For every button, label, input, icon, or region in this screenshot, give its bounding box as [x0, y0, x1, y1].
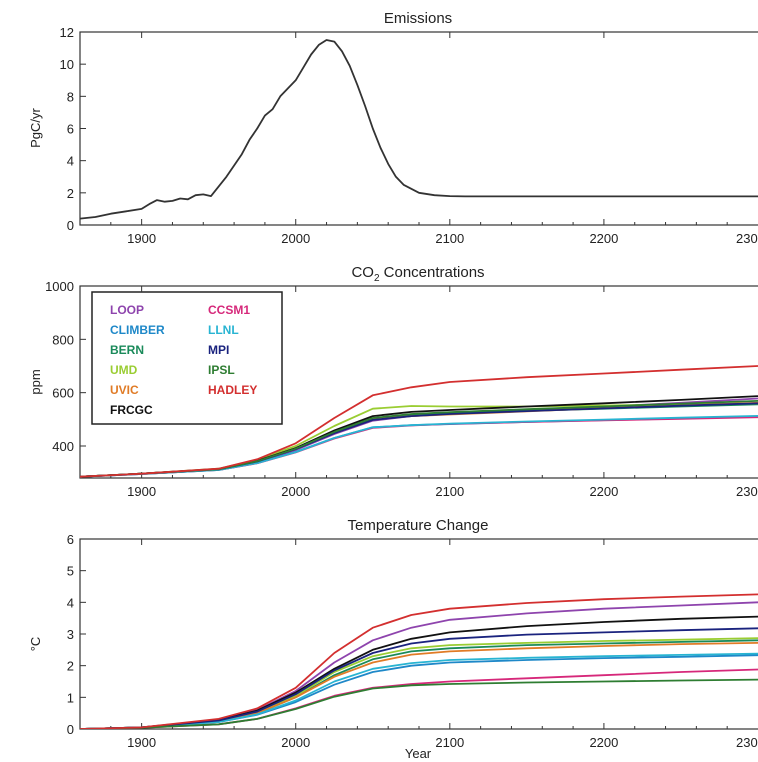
emissions-y-tick-label: 6: [67, 122, 74, 137]
co2-x-tick-label: 1900: [127, 484, 156, 499]
temperature-series-line-ccsm1: [80, 668, 758, 729]
legend-entry-frcgc: FRCGC: [110, 403, 153, 417]
legend-entry-uvic: UVIC: [110, 383, 139, 397]
co2-legend-box: [91, 291, 283, 425]
co2-y-tick-label: 600: [52, 386, 74, 401]
temperature-x-tick-label: 2200: [589, 735, 618, 750]
co2-x-tick-label: 2100: [435, 484, 464, 499]
temperature-x-tick-label: 2100: [435, 735, 464, 750]
emissions-y-tick-label: 12: [60, 25, 74, 40]
emissions-x-tick-label: 2100: [435, 231, 464, 246]
temperature-y-tick-label: 1: [67, 690, 74, 705]
temperature-y-tick-label: 4: [67, 595, 74, 610]
co2-y-tick-label: 800: [52, 332, 74, 347]
x-axis-label-year: Year: [405, 746, 432, 761]
legend-entry-bern: BERN: [110, 343, 144, 357]
co2-series-line-ccsm1: [80, 416, 758, 478]
temperature-series-line-ipsl: [80, 678, 758, 729]
temperature-panel: Temperature Change °C Year 1900 2000 2100 2…: [28, 517, 758, 761]
temperature-x-tick-label: 1900: [127, 735, 156, 750]
emissions-y-tick-label: 4: [67, 154, 74, 169]
co2-title-rest: Concentrations: [380, 264, 485, 281]
temperature-title: Temperature Change: [348, 517, 489, 534]
co2-legend: LOOP CLIMBER BERN UMD UVIC FRCGC CCSM1 LLNL MPI I…: [110, 303, 257, 417]
temperature-x-tick-label: 2000: [281, 735, 310, 750]
temperature-series-line-hadley: [80, 593, 758, 729]
temperature-y-tick-label: 5: [67, 564, 74, 579]
co2-x-tick-label: 2200: [589, 484, 618, 499]
emissions-x-tick-label: 1900: [127, 231, 156, 246]
legend-entry-ccsm1: CCSM1: [208, 303, 250, 317]
legend-entry-ipsl: IPSL: [208, 363, 235, 377]
co2-panel: CO2 Concentrations ppm LOOP CLIMBER BERN UM…: [28, 264, 758, 499]
emissions-x-tick-label: 2200: [589, 231, 618, 246]
legend-entry-hadley: HADLEY: [208, 383, 257, 397]
emissions-y-tick-label: 2: [67, 186, 74, 201]
emissions-y-tick-label: 8: [67, 89, 74, 104]
legend-entry-loop: LOOP: [110, 303, 144, 317]
temperature-y-tick-label: 0: [67, 722, 74, 737]
temperature-plot-frame: [79, 538, 758, 730]
legend-entry-umd: UMD: [110, 363, 138, 377]
co2-title-subscript: 2: [374, 273, 380, 284]
co2-plot-frame: [79, 285, 758, 479]
temperature-series-line-mpi: [80, 627, 758, 729]
legend-entry-climber: CLIMBER: [110, 323, 165, 337]
co2-series-line-llnl: [80, 415, 758, 478]
emissions-y-tick-label: 10: [60, 57, 74, 72]
co2-y-axis-label: ppm: [28, 369, 43, 394]
temperature-series-line-climber: [80, 654, 758, 729]
co2-x-tick-label: 2000: [281, 484, 310, 499]
co2-y-tick-label: 400: [52, 439, 74, 454]
temperature-y-axis-label: °C: [28, 637, 43, 652]
legend-entry-llnl: LLNL: [208, 323, 239, 337]
co2-y-tick-label: 1000: [45, 279, 74, 294]
co2-series-line-hadley: [80, 365, 758, 478]
temperature-y-tick-label: 3: [67, 627, 74, 642]
co2-title: CO2 Concentrations: [351, 264, 484, 284]
temperature-y-tick-label: 2: [67, 659, 74, 674]
co2-title-main: CO: [351, 264, 374, 281]
temperature-series-line-llnl: [80, 652, 758, 729]
temperature-y-tick-label: 6: [67, 532, 74, 547]
emissions-x-tick-label: 2000: [281, 231, 310, 246]
legend-entry-mpi: MPI: [208, 343, 229, 357]
emissions-y-tick-label: 0: [67, 218, 74, 233]
emissions-y-axis-label: PgC/yr: [28, 107, 43, 147]
emissions-series-line: [80, 39, 758, 220]
emissions-title: Emissions: [384, 10, 452, 27]
